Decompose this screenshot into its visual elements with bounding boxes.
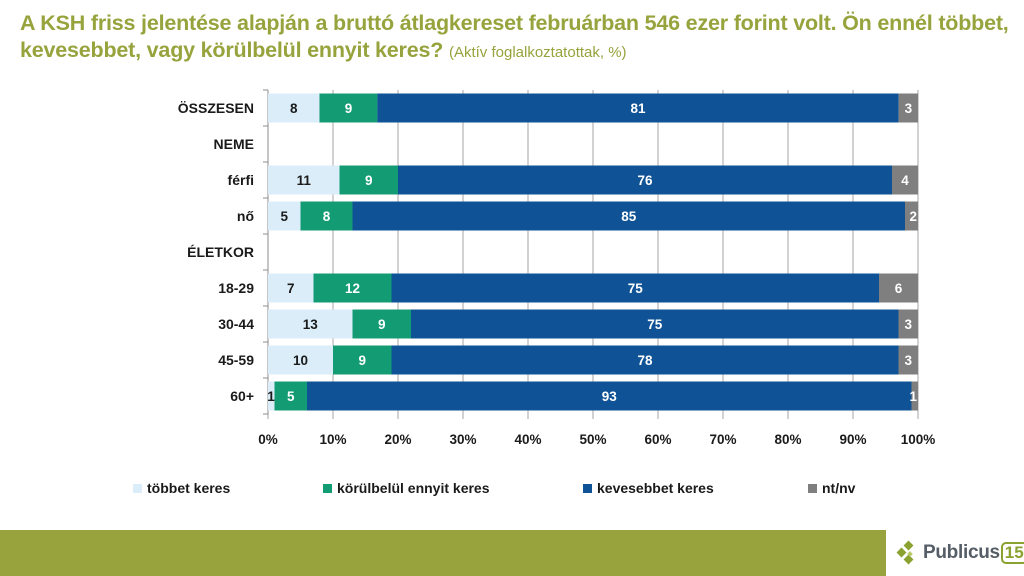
data-label: 75 xyxy=(647,317,663,332)
data-label: 85 xyxy=(621,209,637,224)
legend-label: körülbelül ennyit keres xyxy=(337,480,490,496)
category-label: 60+ xyxy=(230,388,254,404)
data-label: 2 xyxy=(909,209,917,224)
bar-segment xyxy=(333,345,392,375)
chart-legend: többet keres körülbelül ennyit keres keves… xyxy=(0,480,1024,500)
x-tick-label: 20% xyxy=(384,432,411,447)
bar-segment xyxy=(898,93,918,123)
data-label: 76 xyxy=(637,173,653,188)
bar-segment xyxy=(300,201,353,231)
x-tick-label: 60% xyxy=(644,432,671,447)
legend-item: körülbelül ennyit keres xyxy=(323,480,490,496)
title-main: A KSH friss jelentése alapján a bruttó á… xyxy=(20,11,1009,62)
data-label: 3 xyxy=(905,101,913,116)
slide-title: A KSH friss jelentése alapján a bruttó á… xyxy=(20,10,1010,66)
category-label: 18-29 xyxy=(218,280,254,296)
bar-segment xyxy=(377,93,899,123)
category-label: ÉLETKOR xyxy=(187,244,254,260)
data-label: 1 xyxy=(909,389,917,404)
x-tick-label: 80% xyxy=(774,432,801,447)
category-label: 30-44 xyxy=(218,316,254,332)
x-tick-label: 90% xyxy=(839,432,866,447)
footer-bar xyxy=(0,530,886,576)
bar-segment xyxy=(398,165,892,195)
data-label: 9 xyxy=(365,173,373,188)
data-label: 78 xyxy=(637,353,653,368)
bar-segment xyxy=(879,273,918,303)
data-label: 9 xyxy=(378,317,386,332)
data-label: 9 xyxy=(345,101,353,116)
bar-segment xyxy=(911,381,918,411)
bar-segment xyxy=(898,345,918,375)
data-label: 7 xyxy=(287,281,295,296)
data-label: 10 xyxy=(293,353,308,368)
title-subtitle: (Aktív foglalkoztatottak, %) xyxy=(448,44,627,61)
category-label: nő xyxy=(237,208,254,224)
bar-segment xyxy=(268,345,333,375)
stacked-bar-chart: 0% 10% 20% 30% 40% 50% 60% 70% 80% 90% 100% ÖSSZESE… xyxy=(178,89,936,447)
logo-diamond-icon xyxy=(896,540,914,565)
data-label: 81 xyxy=(631,101,647,116)
legend-label: nt/nv xyxy=(822,480,856,496)
bar-segment xyxy=(307,381,912,411)
x-tick-label: 40% xyxy=(514,432,541,447)
data-label: 1 xyxy=(267,389,275,404)
category-label: NEME xyxy=(214,136,254,152)
legend-swatch xyxy=(133,483,142,493)
bar-segment xyxy=(268,273,314,303)
data-label: 75 xyxy=(628,281,644,296)
bar-segment xyxy=(313,273,392,303)
data-label: 5 xyxy=(287,389,295,404)
legend-item: nt/nv xyxy=(808,480,855,496)
legend-item: többet keres xyxy=(133,480,230,496)
legend-label: kevesebbet keres xyxy=(597,480,714,496)
legend-swatch xyxy=(808,483,817,493)
data-label: 8 xyxy=(323,209,331,224)
legend-swatch xyxy=(583,483,592,493)
data-label: 3 xyxy=(904,353,912,368)
bar-segment xyxy=(268,165,340,195)
x-tick-label: 100% xyxy=(901,432,936,447)
data-label: 12 xyxy=(345,281,360,296)
bar-segment xyxy=(892,165,918,195)
x-tick-label: 50% xyxy=(579,432,606,447)
x-tick-label: 70% xyxy=(709,432,736,447)
bar-segment xyxy=(268,309,353,339)
x-tick-label: 30% xyxy=(449,432,476,447)
data-label: 5 xyxy=(280,209,288,224)
legend-label: többet keres xyxy=(147,480,231,496)
data-label: 11 xyxy=(297,173,312,188)
bar-segment xyxy=(391,273,879,303)
bar-segment xyxy=(268,381,275,411)
x-tick-label: 10% xyxy=(319,432,346,447)
data-label: 3 xyxy=(904,317,912,332)
bar-segment xyxy=(898,309,918,339)
data-label: 4 xyxy=(901,173,909,188)
category-label: 45-59 xyxy=(218,352,254,368)
logo-number: 15 xyxy=(1000,542,1024,564)
data-label: 6 xyxy=(895,281,903,296)
data-label: 93 xyxy=(602,389,618,404)
x-tick-label: 0% xyxy=(258,432,278,447)
bar-segment xyxy=(319,93,378,123)
data-label: 13 xyxy=(303,317,319,332)
publicus-logo: Publicus 15 xyxy=(893,538,1024,568)
category-label: férfi xyxy=(228,172,254,188)
bar-segment xyxy=(391,345,899,375)
bar-segment xyxy=(352,309,411,339)
bar-segment xyxy=(905,201,918,231)
category-label: ÖSSZESEN xyxy=(178,100,254,116)
bar-segment xyxy=(411,309,899,339)
data-label: 9 xyxy=(358,353,366,368)
data-label: 8 xyxy=(290,101,298,116)
bar-segment xyxy=(352,201,905,231)
logo-text: Publicus xyxy=(923,542,1000,563)
legend-item: kevesebbet keres xyxy=(583,480,714,496)
bar-segment xyxy=(268,201,301,231)
bar-segment xyxy=(339,165,398,195)
bar-segment xyxy=(268,93,320,123)
legend-swatch xyxy=(323,483,332,493)
bar-segment xyxy=(274,381,307,411)
